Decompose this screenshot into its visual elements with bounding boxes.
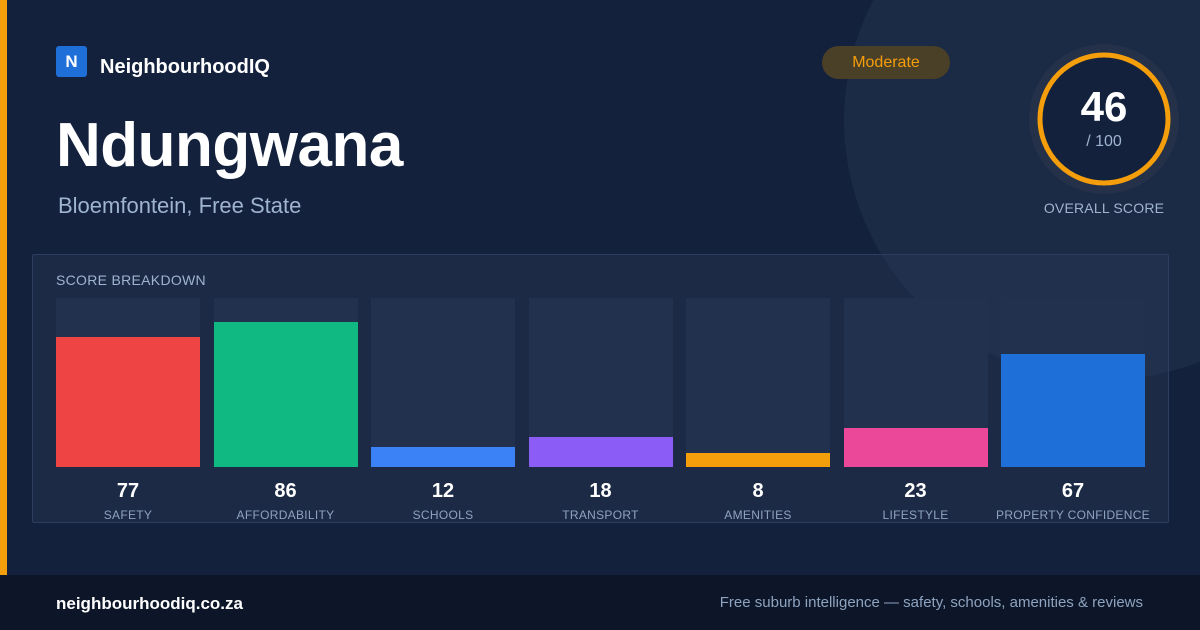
bar-track	[843, 298, 988, 467]
bar-fill-schools	[371, 447, 515, 467]
rating-badge: Moderate	[822, 46, 950, 79]
bar-label-affordability: AFFORDABILITY	[236, 508, 335, 522]
overall-score-ring: 46 / 100	[1029, 44, 1179, 194]
bar-track	[528, 298, 673, 467]
bar-label-schools: SCHOOLS	[412, 508, 474, 522]
bar-label-amenities: AMENITIES	[724, 508, 792, 522]
accent-stripe	[0, 0, 7, 575]
bar-fill-affordability	[213, 322, 358, 467]
bar-value-affordability: 86	[274, 480, 297, 502]
bar-track	[371, 298, 515, 467]
bar-track	[213, 298, 358, 467]
bar-value-schools: 12	[431, 480, 455, 502]
bar-value-lifestyle: 23	[904, 480, 927, 502]
bar-track	[1001, 298, 1145, 467]
footer: neighbourhoodiq.co.za Free suburb intell…	[0, 575, 1200, 630]
bar-label-transport: TRANSPORT	[562, 508, 639, 522]
bar-label-lifestyle: LIFESTYLE	[882, 508, 949, 522]
share-card: N NeighbourhoodIQ Ndungwana Bloemfontein…	[0, 0, 1179, 575]
bar-label-safety: SAFETY	[103, 508, 153, 522]
bar-fill-lifestyle	[843, 428, 988, 467]
bar-value-safety: 77	[116, 480, 140, 502]
bar-fill-amenities	[686, 453, 830, 467]
brand[interactable]: N NeighbourhoodIQ	[56, 46, 270, 78]
bar-fill-property-confidence	[1001, 354, 1145, 467]
overall-score-max: / 100	[1086, 133, 1122, 150]
score-ring-stroke	[1037, 52, 1171, 186]
suburb-location: Bloemfontein, Free State	[58, 193, 302, 218]
suburb-name: Ndungwana	[56, 111, 403, 180]
footer-tagline: Free suburb intelligence — safety, schoo…	[719, 594, 1143, 611]
brand-logo-icon: N	[56, 46, 87, 77]
bar-value-transport: 18	[589, 480, 612, 502]
brand-name: NeighbourhoodIQ	[100, 56, 270, 78]
bar-track	[56, 298, 200, 467]
overall-score-value: 46	[1080, 83, 1128, 130]
overall-score-label: OVERALL SCORE	[1043, 200, 1165, 216]
bar-track	[686, 298, 830, 467]
footer-url-link[interactable]: neighbourhoodiq.co.za	[56, 594, 243, 613]
score-ring-graphic	[1029, 44, 1179, 194]
bar-value-amenities: 8	[752, 480, 764, 502]
score-breakdown-panel: SCORE BREAKDOWN 77 SAFETY 86 AFFORDABILITY 1…	[32, 254, 1169, 523]
breakdown-title: SCORE BREAKDOWN	[56, 272, 206, 288]
bar-value-property-confidence: 67	[1061, 480, 1085, 502]
bar-fill-safety	[56, 337, 200, 467]
bar-label-property-confidence: PROPERTY CONFIDENCE	[996, 508, 1150, 522]
bar-fill-transport	[528, 437, 673, 467]
